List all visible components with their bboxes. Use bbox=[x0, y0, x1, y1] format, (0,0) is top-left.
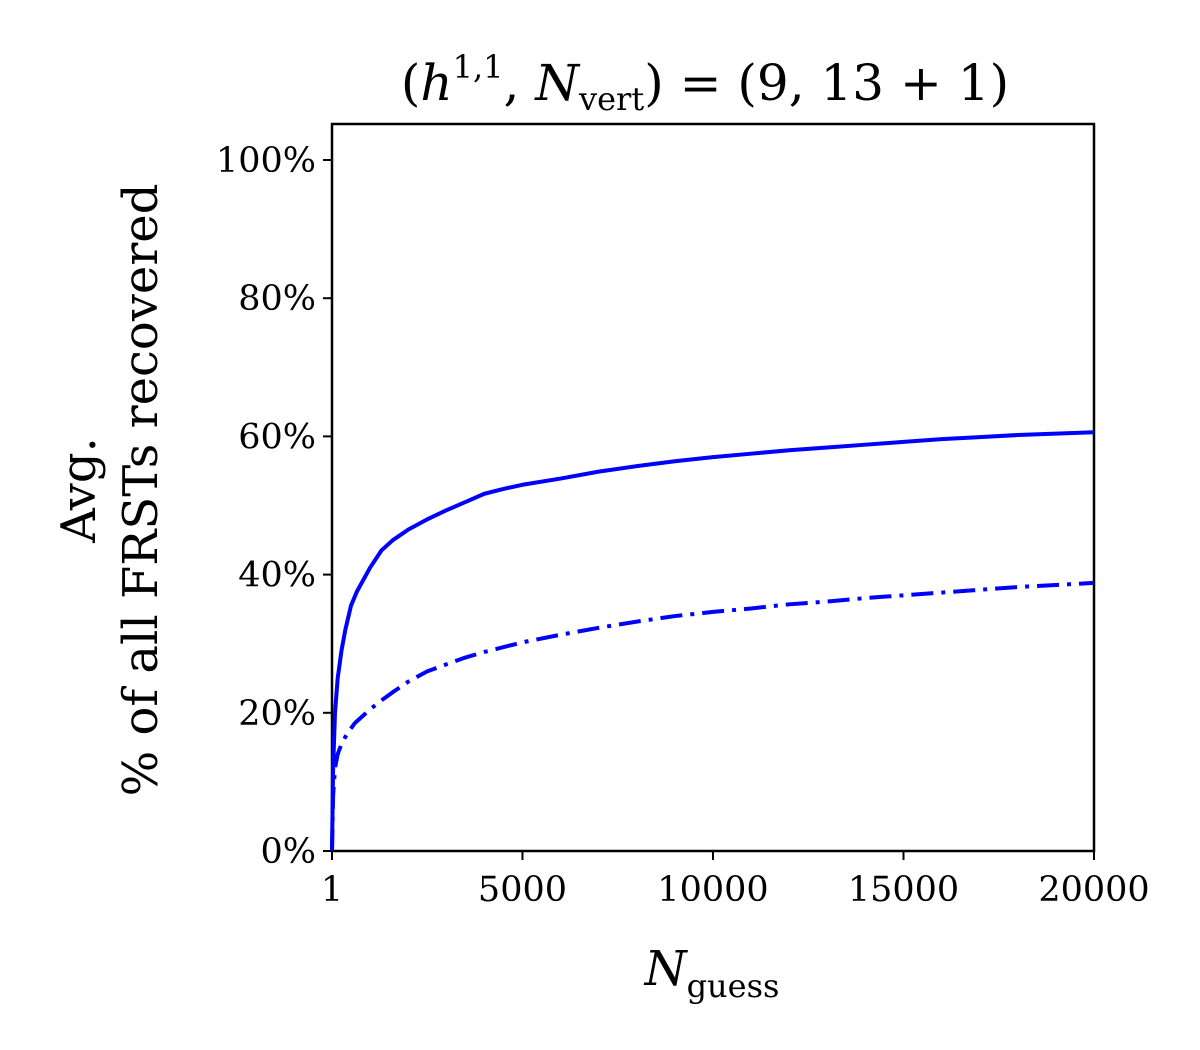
y-axis: 0% 20% 40% 60% 80% 100% bbox=[216, 141, 332, 872]
x-tick-label: 5000 bbox=[478, 870, 567, 910]
series-dash-dot-line bbox=[330, 580, 1095, 852]
title-n-symbol: N bbox=[534, 54, 581, 112]
chart-title: (h1,1, Nvert) = (9, 13 + 1) bbox=[401, 48, 1009, 118]
x-tick-label: 10000 bbox=[657, 870, 768, 910]
x-axis-label-main: N bbox=[644, 941, 689, 997]
y-tick-label: 80% bbox=[238, 279, 316, 319]
title-separator: , bbox=[503, 54, 535, 112]
x-axis-label-subscript: guess bbox=[687, 967, 780, 1005]
plot-area-frame bbox=[330, 122, 1096, 853]
title-n-subscript: vert bbox=[578, 80, 644, 118]
y-axis-label-line2: % of all FRSTs recovered bbox=[113, 184, 169, 797]
title-rest: ) = (9, 13 + 1) bbox=[644, 54, 1009, 112]
x-axis-label: Nguess bbox=[644, 941, 780, 1005]
title-h-superscript: 1,1 bbox=[453, 48, 504, 86]
series-layer bbox=[330, 430, 1095, 852]
title-h-symbol: h bbox=[420, 54, 452, 112]
y-tick-label: 40% bbox=[238, 556, 316, 596]
y-axis-label-line1: Avg. bbox=[51, 437, 107, 544]
y-tick-label: 0% bbox=[260, 832, 316, 872]
x-tick-label: 1 bbox=[321, 870, 343, 910]
x-tick-label: 15000 bbox=[848, 870, 959, 910]
y-tick-label: 100% bbox=[216, 141, 316, 181]
y-tick-label: 20% bbox=[238, 694, 316, 734]
title-open-paren: ( bbox=[401, 54, 421, 112]
y-axis-label: Avg. % of all FRSTs recovered bbox=[51, 184, 169, 797]
x-axis: 1 5000 10000 15000 20000 bbox=[321, 851, 1150, 910]
series-solid-line bbox=[330, 430, 1095, 852]
x-tick-label: 20000 bbox=[1038, 870, 1149, 910]
y-tick-label: 60% bbox=[238, 417, 316, 457]
